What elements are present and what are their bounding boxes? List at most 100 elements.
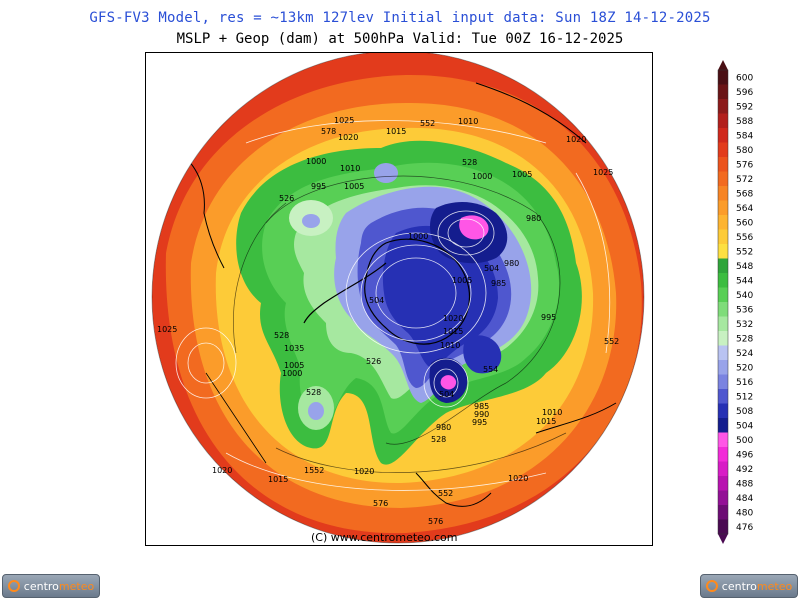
colorbar-label: 528: [736, 334, 753, 344]
pressure-label: 1005: [512, 170, 532, 179]
colorbar-label: 488: [736, 479, 753, 489]
colorbar-label: 576: [736, 160, 753, 170]
colorbar-swatch: [718, 229, 728, 245]
pressure-label: 1025: [593, 168, 613, 177]
pressure-label: 552: [420, 119, 435, 128]
logo-text-a: centro: [23, 579, 59, 593]
colorbar-swatch: [718, 461, 728, 477]
colorbar-label: 544: [736, 276, 753, 286]
pressure-label: 1005: [344, 182, 364, 191]
pressure-label: 995: [541, 313, 556, 322]
colorbar-label: 572: [736, 175, 753, 185]
centrometeo-logo-right[interactable]: centro meteo: [700, 574, 798, 598]
colorbar-swatch: [718, 345, 728, 361]
colorbar-swatch: [718, 374, 728, 390]
colorbar-swatch: [718, 389, 728, 404]
pressure-label: 528: [274, 331, 289, 340]
model-title: GFS-FV3 Model, res = ~13km 127lev Initia…: [89, 10, 711, 26]
colorbar-label: 560: [736, 218, 753, 228]
pressure-label: 504: [369, 296, 384, 305]
pressure-label: 576: [373, 499, 388, 508]
colorbar-bottom-arrow: [718, 534, 728, 544]
colorbar-swatch: [718, 142, 728, 158]
pressure-label: 1000: [282, 369, 302, 378]
colorbar-label: 524: [736, 349, 753, 359]
pressure-label: 1005: [452, 276, 472, 285]
pressure-label: 980: [504, 259, 519, 268]
pressure-label: 1020: [566, 135, 586, 144]
pressure-label: 552: [438, 489, 453, 498]
colorbar-swatch: [718, 302, 728, 317]
logo-text-b: meteo: [58, 579, 95, 593]
pressure-label: 1010: [542, 408, 562, 417]
colorbar-swatch: [718, 476, 728, 491]
pressure-label: 576: [428, 517, 443, 526]
pressure-labels: 1025 1020 578 1015 552 1010 1020 1025 10…: [157, 116, 619, 526]
pressure-label: 528: [431, 435, 446, 444]
colorbar-label: 512: [736, 392, 753, 402]
pressure-label: 995: [472, 418, 487, 427]
pressure-label: 1020: [508, 474, 528, 483]
colorbar-label: 504: [736, 421, 753, 431]
watermark-text: (C) www.centrometeo.com: [311, 531, 457, 544]
colorbar-label: 500: [736, 436, 753, 446]
pressure-label: 1000: [472, 172, 492, 181]
colorbar-swatch: [718, 84, 728, 100]
colorbar-swatch: [718, 215, 728, 230]
logo-text-a: centro: [721, 579, 757, 593]
pressure-label: 526: [279, 194, 294, 203]
pressure-label: 1000: [306, 157, 326, 166]
colorbar-label: 516: [736, 378, 753, 388]
globe-icon: [705, 580, 718, 592]
colorbar-label: 536: [736, 305, 753, 315]
colorbar-top-arrow: [718, 60, 728, 70]
colorbar-border: [717, 69, 729, 535]
pressure-label: 1035: [284, 344, 304, 353]
pressure-label: 1015: [443, 327, 463, 336]
colorbar-label: 540: [736, 291, 753, 301]
colorbar-swatch: [718, 403, 728, 419]
colorbar-label: 580: [736, 146, 753, 156]
pressure-label: 1005: [284, 361, 304, 370]
colorbar-swatch: [718, 244, 728, 259]
pressure-label: 504: [439, 390, 454, 399]
colorbar-label: 556: [736, 233, 753, 243]
colorbar-swatch: [718, 171, 728, 187]
pressure-label: 554: [483, 365, 498, 374]
geopotential-field: [152, 51, 644, 543]
pressure-label: 1010: [440, 341, 460, 350]
pressure-label: 1000: [408, 232, 428, 241]
pressure-label: 1015: [268, 475, 288, 484]
pressure-label: 980: [436, 423, 451, 432]
colorbar-label: 596: [736, 88, 753, 98]
pressure-label: 985: [491, 279, 506, 288]
colorbar-label: 584: [736, 131, 753, 141]
colorbar-label: 568: [736, 189, 753, 199]
pressure-label: 528: [462, 158, 477, 167]
colorbar-swatch: [718, 200, 728, 216]
colorbar-label: 476: [736, 523, 753, 533]
colorbar-swatch: [718, 432, 728, 448]
colorbar-label: 492: [736, 465, 753, 475]
colorbar-swatch: [718, 519, 728, 535]
pressure-label: 1025: [334, 116, 354, 125]
colorbar-swatch: [718, 157, 728, 172]
field-title: MSLP + Geop (dam) at 500hPa Valid: Tue 0…: [176, 31, 624, 47]
pressure-label: 1015: [536, 417, 556, 426]
pressure-label: 1552: [304, 466, 324, 475]
colorbar-swatch: [718, 258, 728, 274]
colorbar-swatch: [718, 331, 728, 346]
colorbar-swatch: [718, 505, 728, 520]
centrometeo-logo-left[interactable]: centro meteo: [2, 574, 100, 598]
pressure-label: 1015: [386, 127, 406, 136]
colorbar-label: 592: [736, 102, 753, 112]
colorbar-swatch: [718, 447, 728, 462]
map-frame: 1025 1020 578 1015 552 1010 1020 1025 10…: [145, 50, 653, 546]
pressure-label: 1020: [354, 467, 374, 476]
colorbar-graphic: 600 596 592 588 584 580 576 572 568 564 560 556 552 5…: [717, 60, 753, 544]
colorbar-swatch: [718, 186, 728, 201]
pressure-label: 995: [311, 182, 326, 191]
pressure-label: 1010: [458, 117, 478, 126]
colorbar-swatch: [718, 287, 728, 303]
logo-text-b: meteo: [756, 579, 793, 593]
